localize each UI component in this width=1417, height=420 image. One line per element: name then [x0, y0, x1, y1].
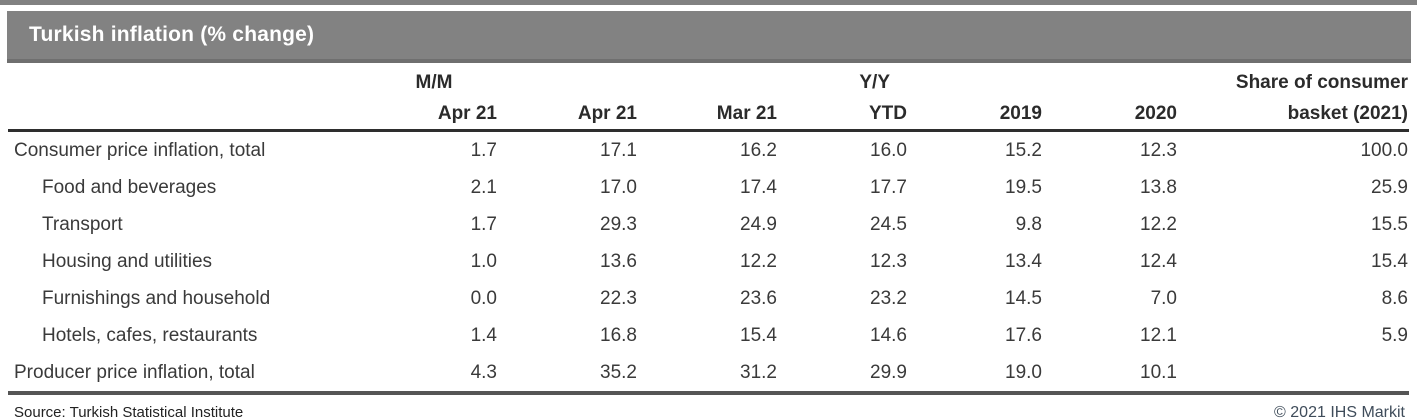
header-share-line1: Share of consumer [1235, 72, 1408, 93]
cell-value: 17.1 [600, 139, 637, 161]
cell-value: 10.1 [1043, 354, 1178, 395]
cell-value: 15.2 [1005, 139, 1042, 161]
cell-value: 15.5 [1371, 213, 1408, 235]
cell-value: 1.7 [470, 139, 497, 161]
header-group-mm: M/M [415, 72, 453, 93]
table-row: Housing and utilities 1.0 13.6 12.2 12.3 13.… [8, 243, 1409, 280]
column-header-basket: basket (2021) [1178, 99, 1409, 132]
cell-value: 1.4 [470, 324, 497, 346]
cell-value: 9.8 [1015, 213, 1042, 235]
cell-value: 1.7 [470, 213, 497, 235]
cell-value: 16.0 [870, 139, 907, 161]
cell-value: 12.2 [1140, 213, 1177, 235]
cell-value: 12.3 [1140, 139, 1177, 161]
cell-value: 29.9 [778, 354, 908, 395]
cell-value: 12.2 [740, 250, 777, 272]
header-spacer [638, 67, 778, 99]
cell-value: 19.0 [908, 354, 1043, 395]
header-column-row: Apr 21 Apr 21 Mar 21 YTD 2019 2020 baske… [8, 99, 1409, 132]
cell-value: 1.0 [470, 250, 497, 272]
cell-value: 19.5 [1005, 176, 1042, 198]
page-title: Turkish inflation (% change) [29, 23, 315, 46]
cell-value: 12.4 [1140, 250, 1177, 272]
cell-value: 35.2 [498, 354, 638, 395]
row-label: Housing and utilities [42, 250, 213, 272]
cell-value: 4.3 [370, 354, 498, 395]
cell-value: 13.6 [600, 250, 637, 272]
table-body: Consumer price inflation, total 1.7 17.1 1… [8, 131, 1409, 395]
copyright-text: © 2021 IHS Markit [1274, 404, 1405, 420]
table-row: Consumer price inflation, total 1.7 17.1 1… [8, 131, 1409, 170]
column-header-mar21: Mar 21 [638, 99, 778, 132]
table-row: Producer price inflation, total 4.3 35.2 3… [8, 354, 1409, 395]
cell-value: 22.3 [600, 287, 637, 309]
cell-value: 13.4 [1005, 250, 1042, 272]
cell-value: 16.2 [740, 139, 777, 161]
row-label: Consumer price inflation, total [14, 139, 266, 161]
cell-value: 14.6 [870, 324, 907, 346]
table-row: Food and beverages 2.1 17.0 17.4 17.7 19.5 13… [8, 169, 1409, 206]
cell-value: 13.8 [1140, 176, 1177, 198]
column-header-2019: 2019 [908, 99, 1043, 132]
cell-value: 14.5 [1005, 287, 1042, 309]
cell-value: 17.6 [1005, 324, 1042, 346]
top-divider-bar [0, 0, 1417, 5]
cell-value: 24.9 [740, 213, 777, 235]
header-spacer [908, 67, 1043, 99]
source-text: Source: Turkish Statistical Institute [14, 404, 244, 420]
row-label: Transport [42, 213, 123, 235]
cell-value: 29.3 [600, 213, 637, 235]
header-spacer [8, 67, 370, 99]
table-row: Hotels, cafes, restaurants 1.4 16.8 15.4 14… [8, 317, 1409, 354]
column-header-apr21-mm: Apr 21 [370, 99, 498, 132]
cell-value: 7.0 [1150, 287, 1177, 309]
header-spacer [498, 67, 638, 99]
header-spacer [1043, 67, 1178, 99]
cell-value: 2.1 [470, 176, 497, 198]
cell-value: 8.6 [1381, 287, 1408, 309]
column-header-apr21-yy: Apr 21 [498, 99, 638, 132]
row-label: Producer price inflation, total [8, 354, 370, 395]
cell-value: 15.4 [740, 324, 777, 346]
cell-value: 17.7 [870, 176, 907, 198]
row-label: Hotels, cafes, restaurants [42, 324, 258, 346]
cell-value: 31.2 [638, 354, 778, 395]
cell-value: 12.3 [870, 250, 907, 272]
cell-value: 5.9 [1381, 324, 1408, 346]
cell-value: 17.4 [740, 176, 777, 198]
table-wrap: M/M Y/Y Share of consumer Apr 21 Apr 21 … [8, 67, 1409, 395]
header-group-row: M/M Y/Y Share of consumer [8, 67, 1409, 99]
cell-value: 16.8 [600, 324, 637, 346]
row-label: Furnishings and household [42, 287, 271, 309]
column-header-ytd: YTD [778, 99, 908, 132]
header-spacer [8, 99, 370, 132]
cell-value: 100.0 [1360, 139, 1408, 161]
cell-value: 0.0 [470, 287, 497, 309]
table-row: Transport 1.7 29.3 24.9 24.5 9.8 12.2 15.5 [8, 206, 1409, 243]
cell-value: 25.9 [1371, 176, 1408, 198]
cell-value: 24.5 [870, 213, 907, 235]
table-row: Furnishings and household 0.0 22.3 23.6 23.… [8, 280, 1409, 317]
cell-value: 23.2 [870, 287, 907, 309]
cell-value [1178, 354, 1409, 395]
column-header-2020: 2020 [1043, 99, 1178, 132]
cell-value: 17.0 [600, 176, 637, 198]
cell-value: 12.1 [1140, 324, 1177, 346]
footer: Source: Turkish Statistical Institute © … [8, 404, 1409, 420]
cell-value: 15.4 [1371, 250, 1408, 272]
inflation-table: M/M Y/Y Share of consumer Apr 21 Apr 21 … [8, 67, 1409, 395]
header-group-yy: Y/Y [859, 72, 890, 93]
title-bar: Turkish inflation (% change) [7, 11, 1411, 63]
cell-value: 23.6 [740, 287, 777, 309]
row-label: Food and beverages [42, 176, 217, 198]
